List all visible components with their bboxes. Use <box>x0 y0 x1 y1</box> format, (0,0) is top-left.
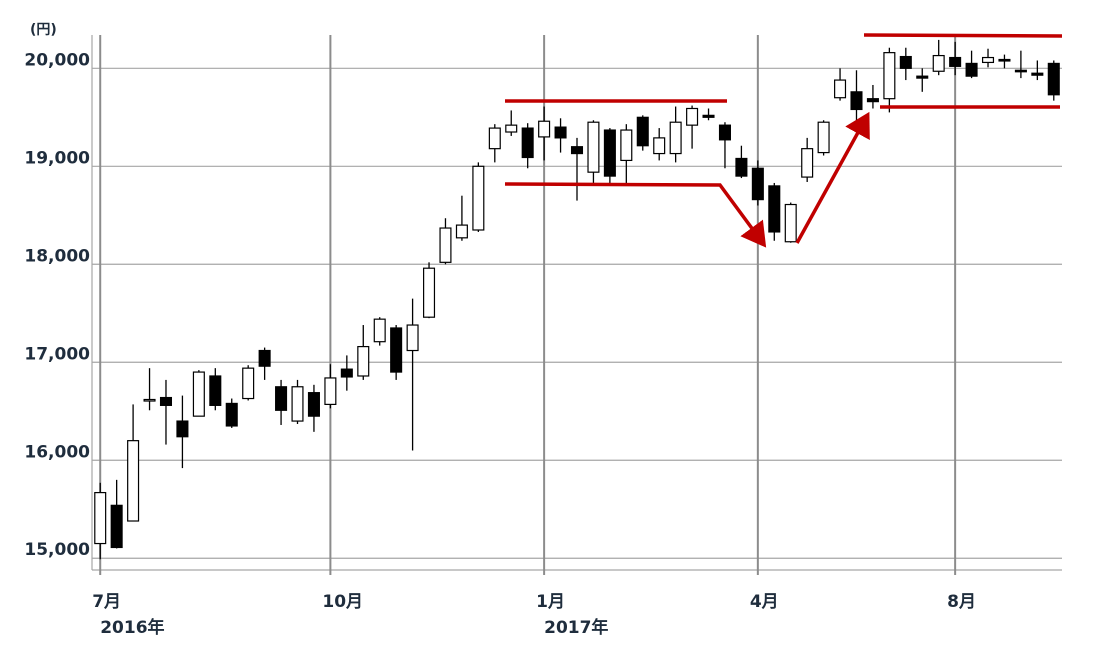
candle-body <box>1031 72 1044 76</box>
x-tick-label: 8月 <box>947 592 976 612</box>
candle-body <box>291 386 304 422</box>
rebound-arrow <box>795 111 870 244</box>
y-axis-unit: (円) <box>30 22 57 38</box>
candle-body <box>801 148 814 178</box>
breakdown-arrow <box>504 182 767 248</box>
candle-body <box>620 129 633 162</box>
candle-body <box>439 227 452 263</box>
y-tick-label: 16,000 <box>24 442 90 462</box>
candle-body <box>751 167 764 201</box>
candle-body <box>587 121 600 173</box>
candle-body <box>735 157 748 177</box>
candle-body <box>521 127 534 159</box>
candle-body <box>159 396 173 406</box>
x-year-label: 2017年 <box>544 617 608 638</box>
candle-body <box>209 375 222 406</box>
candle-body <box>390 327 403 373</box>
candle-body <box>653 137 666 155</box>
candle-body <box>554 126 567 139</box>
candles <box>94 39 1060 560</box>
x-tick-label: 1月 <box>536 592 565 612</box>
candle-body <box>423 267 436 318</box>
candle-body <box>817 121 830 154</box>
candle-body <box>784 203 797 243</box>
candle-body <box>505 124 518 133</box>
y-tick-label: 18,000 <box>24 246 90 266</box>
candle-body <box>275 386 288 411</box>
annotations <box>504 33 1063 248</box>
candle-body <box>192 371 205 417</box>
candle-body <box>110 504 123 549</box>
candle-body <box>472 165 485 231</box>
candle-body <box>899 55 912 69</box>
candle-body <box>373 318 386 343</box>
candle-body <box>686 107 699 126</box>
candle-body <box>324 377 337 406</box>
y-tick-label: 20,000 <box>24 50 90 70</box>
candle-body <box>916 75 929 79</box>
candle-body <box>768 185 781 233</box>
candle-body <box>258 349 271 367</box>
candle-body <box>406 324 419 352</box>
candle-body <box>357 345 370 377</box>
candle-body <box>834 79 847 99</box>
candle-body <box>1014 69 1027 73</box>
candle-body <box>866 98 879 103</box>
candle-body <box>718 124 731 141</box>
candle-body <box>981 56 995 64</box>
x-tick-label: 10月 <box>322 592 363 612</box>
candle-body <box>455 224 468 239</box>
candle-body <box>242 367 255 400</box>
upper-range-line <box>863 33 1063 38</box>
x-tick-label: 7月 <box>92 592 121 612</box>
candle-body <box>488 127 501 150</box>
candle-body <box>932 54 945 72</box>
y-tick-label: 17,000 <box>24 344 90 364</box>
candle-body <box>538 120 551 138</box>
candle-body <box>143 398 156 402</box>
candle-body <box>307 392 320 417</box>
candle-body <box>340 368 353 378</box>
candle-body <box>669 121 682 155</box>
candle-body <box>94 491 107 545</box>
candle-body <box>949 56 962 67</box>
candle-body <box>883 52 896 100</box>
candle-body <box>965 62 978 77</box>
candle-body <box>176 420 189 438</box>
candle-body <box>636 116 649 147</box>
x-year-label: 2016年 <box>100 617 164 638</box>
candle-body <box>998 58 1011 62</box>
candle-body <box>702 114 715 118</box>
x-tick-label: 4月 <box>750 592 779 612</box>
candle-body <box>570 146 584 155</box>
y-tick-label: 15,000 <box>24 540 90 560</box>
candle-body <box>225 402 238 427</box>
y-tick-label: 19,000 <box>24 148 90 168</box>
candle-body <box>1047 62 1060 96</box>
candle-body <box>603 129 616 177</box>
candle-body <box>127 440 140 522</box>
candle-body <box>850 91 863 111</box>
